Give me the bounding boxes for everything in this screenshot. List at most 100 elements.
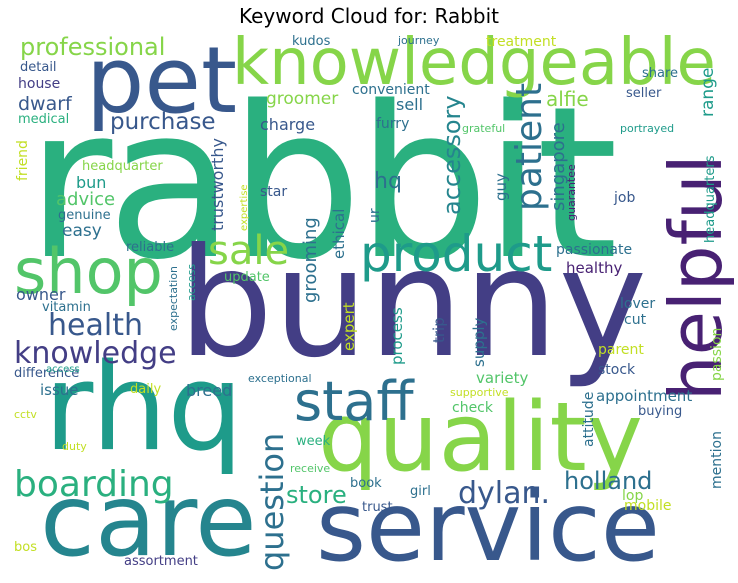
word-vitamin: vitamin — [42, 300, 91, 315]
word-week: week — [296, 434, 331, 449]
word-journey: journey — [398, 34, 440, 47]
word-medical: medical — [18, 112, 70, 127]
word-guarantee: guarantee — [565, 164, 578, 221]
word-star: star — [260, 184, 288, 200]
word-expert: expert — [340, 302, 358, 351]
word-buying: buying — [638, 404, 683, 419]
word-book: book — [350, 476, 382, 491]
word-share: share — [642, 66, 679, 81]
word-passionate: passionate — [556, 242, 633, 258]
word-cctv: cctv — [14, 408, 37, 421]
word-ethical: ethical — [330, 208, 348, 259]
word-rhq: rhq — [44, 339, 244, 478]
word-professional: professional — [20, 33, 166, 61]
word-cut: cut — [624, 312, 647, 328]
word-expectation: expectation — [167, 265, 180, 331]
word-quality: quality — [318, 383, 643, 493]
word-check: check — [452, 400, 493, 416]
word-kudos: kudos — [292, 34, 331, 49]
word-genuine: genuine — [58, 208, 111, 223]
word-groomer: groomer — [266, 89, 339, 109]
word-access-h: access — [46, 364, 80, 375]
word-healthy: healthy — [566, 259, 623, 277]
word-care: care — [40, 462, 257, 578]
word-variety: variety — [476, 369, 529, 387]
word-service: service — [316, 471, 660, 578]
word-pet: pet — [86, 31, 238, 134]
word-knowledge: knowledge — [14, 336, 177, 371]
word-staff: staff — [294, 370, 414, 433]
word-grooming: grooming — [300, 217, 321, 303]
word-supply: supply — [470, 317, 488, 367]
word-rabbit: rabbit — [26, 61, 618, 306]
word-treatment: treatment — [486, 34, 557, 50]
word-sale: sale — [208, 228, 290, 274]
word-headquarter: headquarter — [82, 159, 163, 174]
word-mobile: mobile — [624, 498, 672, 514]
word-bos: bos — [14, 540, 37, 555]
word-exceptional: exceptional — [248, 372, 312, 385]
word-lop: lop — [622, 488, 644, 504]
word-bunny: bunny — [178, 217, 648, 391]
word-guy: guy — [492, 173, 510, 201]
word-supportive: supportive — [450, 386, 509, 399]
word-cloud: rabbit bunny rhq care service quality pe… — [10, 31, 734, 578]
word-product: product — [360, 225, 553, 283]
word-assortment: assortment — [124, 554, 198, 569]
word-seller: seller — [626, 86, 662, 101]
word-headquarters: headquarters — [703, 155, 718, 243]
word-range: range — [698, 67, 718, 117]
word-access: access — [185, 263, 198, 301]
word-advice: advice — [56, 189, 116, 210]
word-house: house — [18, 76, 61, 92]
word-reliable: reliable — [126, 240, 175, 255]
word-expertise: expertise — [239, 184, 250, 231]
word-furry: furry — [376, 116, 410, 132]
word-passion: passion — [709, 327, 725, 381]
word-girl: girl — [410, 484, 431, 499]
word-charge: charge — [260, 115, 316, 134]
word-sell: sell — [396, 95, 424, 114]
word-mention: mention — [709, 431, 725, 489]
word-receive: receive — [290, 462, 331, 475]
word-duty: duty — [62, 440, 87, 453]
word-store: store — [286, 481, 347, 509]
word-detail: detail — [20, 60, 57, 75]
word-friend: friend — [15, 140, 31, 181]
word-lover: lover — [620, 296, 656, 312]
word-ur: ur — [367, 208, 383, 223]
word-holland: holland — [564, 467, 653, 495]
word-convenient: convenient — [352, 82, 430, 98]
word-job: job — [614, 190, 636, 206]
word-trip: trip — [430, 317, 448, 343]
chart-title: Keyword Cloud for: Rabbit — [238, 4, 499, 28]
word-patient: patient — [509, 82, 550, 211]
word-health: health — [48, 308, 143, 343]
word-question: question — [253, 432, 291, 571]
word-appointment: appointment — [596, 387, 693, 405]
word-trust: trust — [362, 500, 393, 515]
word-bun: bun — [76, 173, 107, 192]
word-hq: hq — [374, 169, 402, 194]
word-attitude: attitude — [581, 391, 597, 447]
word-owner: owner — [16, 285, 66, 304]
word-dylan: dylan. — [458, 476, 551, 511]
word-shop: shop — [14, 235, 163, 308]
word-stock: stock — [598, 362, 636, 378]
word-accessory: accessory — [438, 95, 466, 215]
word-alfie: alfie — [546, 87, 589, 111]
word-purchase: purchase — [110, 109, 216, 135]
word-breed: breed — [186, 381, 233, 400]
word-portrayed: portrayed — [620, 122, 675, 135]
word-easy: easy — [62, 221, 102, 241]
word-knowledgeable: knowledgeable — [232, 31, 716, 100]
word-daily: daily — [130, 382, 162, 397]
word-trustworthy: trustworthy — [208, 138, 227, 231]
word-issue: issue — [40, 381, 79, 399]
word-process: process — [388, 307, 406, 365]
word-update: update — [224, 270, 270, 285]
word-difference: difference — [14, 366, 80, 381]
word-grateful: grateful — [462, 122, 506, 135]
word-boarding: boarding — [14, 464, 174, 505]
word-dwarf: dwarf — [18, 93, 72, 115]
